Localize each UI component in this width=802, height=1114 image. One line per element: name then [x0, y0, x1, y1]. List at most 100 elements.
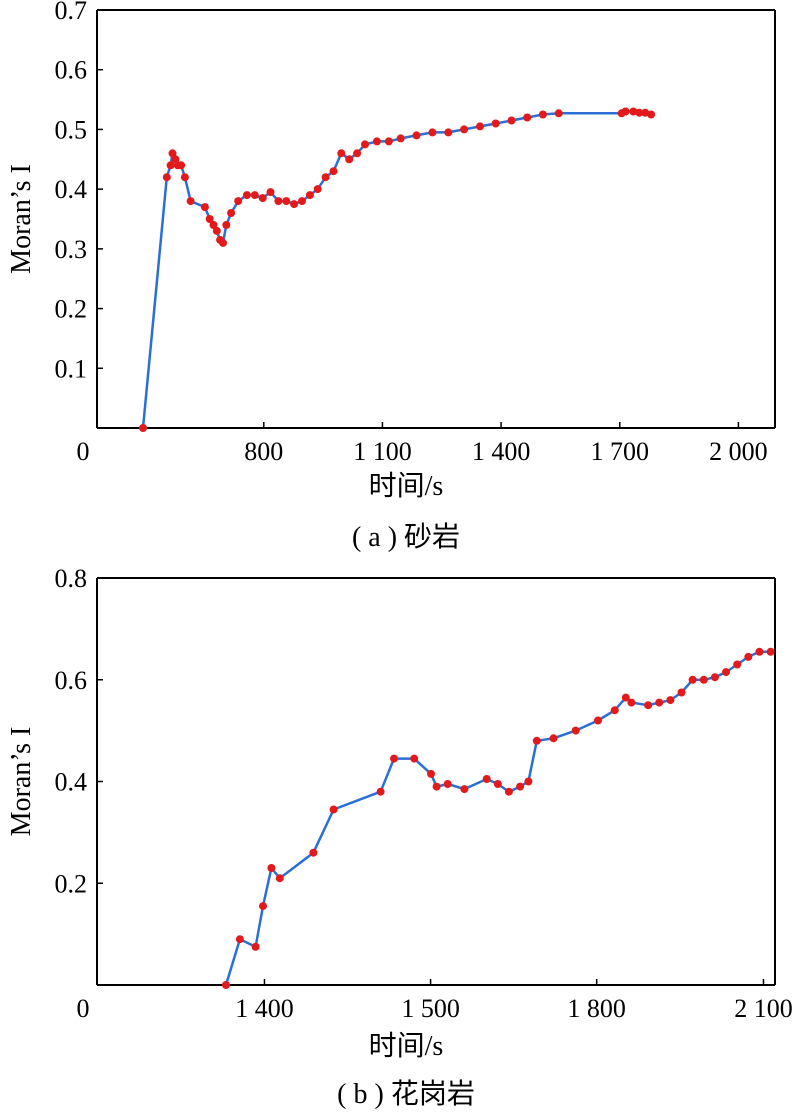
data-point: [677, 688, 686, 697]
data-point: [516, 782, 525, 791]
data-point: [384, 137, 393, 146]
series-line: [224, 650, 771, 986]
data-point: [361, 140, 369, 149]
data-point: [259, 902, 267, 911]
x-tick-label: 1 500: [401, 994, 460, 1023]
data-point: [186, 197, 195, 206]
data-point: [166, 161, 175, 170]
data-point: [251, 942, 260, 951]
data-point: [491, 119, 500, 128]
data-point: [476, 122, 484, 131]
data-point: [524, 777, 533, 786]
x-axis-label: 时间/s: [369, 470, 444, 502]
data-point: [733, 660, 742, 669]
data-point: [162, 173, 171, 182]
data-point: [644, 701, 653, 710]
y-axis-label: Moran’s I: [6, 164, 37, 274]
data-point: [212, 226, 221, 235]
x-tick-label: 1 400: [235, 994, 294, 1023]
x-tick-label: 0: [77, 994, 90, 1023]
data-point: [722, 668, 730, 677]
data-point: [549, 734, 558, 743]
data-point: [755, 647, 764, 656]
x-tick-label: 1 100: [353, 437, 412, 466]
data-point: [571, 726, 580, 735]
data-point: [523, 113, 532, 122]
data-point: [171, 155, 180, 164]
data-point: [432, 782, 441, 791]
data-point: [621, 107, 630, 116]
data-point: [710, 673, 719, 682]
data-point: [460, 125, 469, 134]
y-tick-label: 0.2: [55, 869, 88, 898]
x-axis-label: 时间/s: [369, 1030, 444, 1062]
data-point: [460, 785, 469, 794]
data-point: [200, 203, 209, 212]
data-point: [532, 736, 541, 745]
y-tick-label: 0.3: [55, 235, 88, 264]
y-tick-label: 0.6: [55, 666, 88, 695]
data-point: [337, 149, 346, 158]
x-tick-label: 0: [77, 437, 90, 466]
y-tick-label: 0.2: [55, 295, 88, 324]
data-point: [305, 191, 314, 200]
data-point: [396, 134, 405, 143]
x-tick-label: 1 400: [472, 437, 531, 466]
data-point: [177, 161, 186, 170]
data-point: [699, 675, 708, 684]
data-point: [329, 805, 338, 814]
data-point: [258, 194, 267, 203]
data-point: [666, 696, 675, 705]
y-axis-label: Moran’s I: [6, 727, 37, 837]
data-point: [321, 173, 330, 182]
y-tick-label: 0.6: [55, 56, 88, 85]
data-point: [266, 188, 275, 197]
data-point: [493, 780, 502, 788]
data-point: [353, 149, 362, 158]
y-tick-label: 0.1: [55, 354, 88, 383]
data-point: [594, 716, 602, 725]
data-point: [688, 675, 697, 684]
data-point: [443, 780, 452, 788]
data-point: [222, 981, 230, 989]
data-point: [376, 787, 385, 796]
data-point: [482, 775, 491, 783]
data-point: [234, 197, 243, 206]
chart-panel-a: 0.1 0.2 0.3 0.4 0.5 0.6 0.7 0 800 1 100 1 400 1 700…: [6, 0, 776, 553]
y-tick-label: 0.4: [55, 768, 88, 797]
data-point: [766, 647, 775, 656]
data-point: [242, 191, 251, 200]
data-point: [274, 197, 283, 206]
data-point: [180, 173, 189, 182]
chart-caption: ( a ) 砂岩: [352, 521, 460, 553]
data-point: [412, 131, 421, 140]
data-point: [235, 935, 244, 944]
data-point: [538, 110, 547, 119]
data-point: [390, 754, 398, 763]
y-tick-label: 0.7: [55, 0, 88, 25]
data-point: [610, 706, 619, 715]
data-point: [205, 215, 214, 223]
data-point: [345, 155, 354, 164]
data-point: [427, 769, 435, 778]
data-point: [744, 652, 753, 661]
data-point: [282, 197, 291, 206]
y-tick-label: 0.8: [55, 564, 88, 593]
data-point: [290, 200, 299, 209]
x-tick-label: 800: [244, 437, 283, 466]
data-point: [428, 128, 437, 137]
x-tick-label: 1 800: [567, 994, 626, 1023]
y-tick-label: 0.5: [55, 115, 88, 144]
data-point: [647, 110, 656, 119]
data-point: [329, 167, 338, 176]
data-point: [275, 874, 284, 883]
data-point: [209, 221, 218, 229]
data-point: [635, 108, 644, 117]
data-point: [222, 221, 231, 229]
data-point: [655, 698, 664, 707]
chart-caption: ( b ) 花岗岩: [337, 1078, 475, 1110]
data-point: [627, 698, 636, 707]
data-point: [313, 185, 322, 194]
data-point: [267, 864, 276, 872]
data-point: [309, 848, 318, 857]
